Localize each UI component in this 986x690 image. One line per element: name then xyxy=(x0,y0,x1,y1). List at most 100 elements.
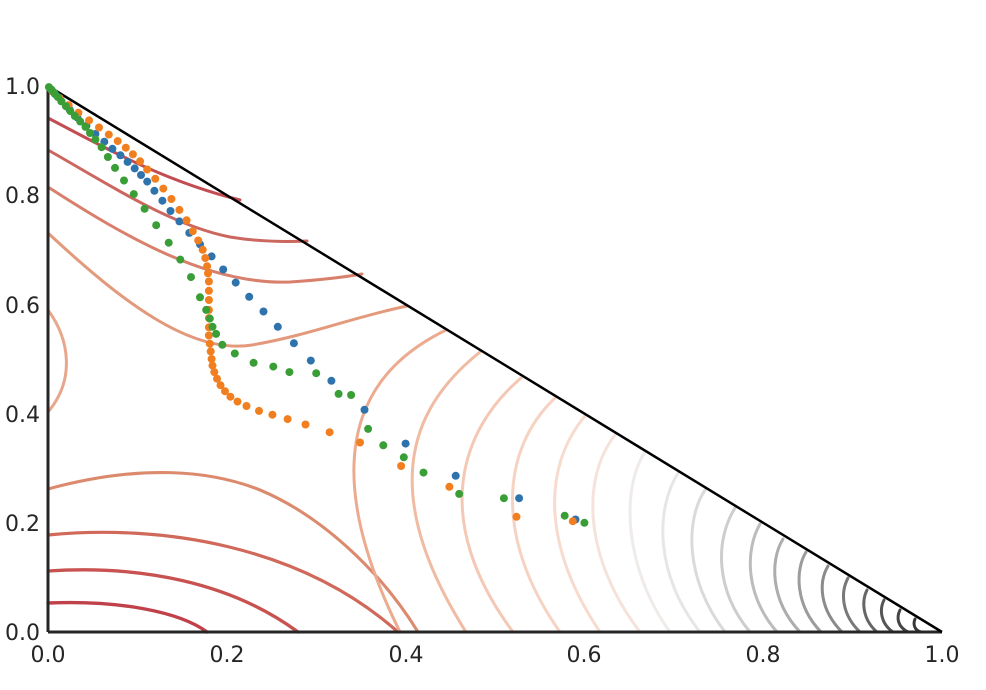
data-point xyxy=(231,278,240,287)
data-point xyxy=(249,358,258,367)
data-point xyxy=(226,392,235,401)
data-point xyxy=(283,415,292,424)
data-point xyxy=(515,494,524,503)
contour-line xyxy=(352,328,448,634)
data-point xyxy=(255,406,263,415)
contour-line xyxy=(773,537,802,634)
contour-lines xyxy=(46,116,923,634)
data-point xyxy=(204,331,213,340)
y-tick-label: 0.8 xyxy=(5,184,40,209)
data-point xyxy=(121,143,130,152)
data-point xyxy=(97,143,106,152)
data-point xyxy=(334,389,343,398)
data-point xyxy=(379,441,388,450)
y-tick-label: 1.0 xyxy=(5,75,40,100)
contour-line xyxy=(896,608,910,634)
data-point xyxy=(207,252,216,261)
data-point xyxy=(143,165,152,174)
data-point xyxy=(136,157,145,166)
data-point xyxy=(401,439,410,448)
data-point xyxy=(201,254,210,262)
data-point xyxy=(205,314,214,323)
data-point xyxy=(312,369,321,378)
y-tick-label: 0.0 xyxy=(5,621,40,646)
y-tick-label: 0.2 xyxy=(5,512,40,537)
data-point xyxy=(120,176,128,185)
data-point xyxy=(499,494,508,503)
data-point xyxy=(164,238,173,247)
data-point xyxy=(116,151,125,160)
series-3 xyxy=(44,83,589,527)
contour-line xyxy=(46,231,409,348)
x-tick-label: 0.0 xyxy=(31,643,66,668)
data-point xyxy=(151,174,160,183)
data-point xyxy=(568,517,577,526)
y-tick-label: 0.4 xyxy=(5,403,40,428)
x-tick-label: 0.8 xyxy=(746,643,781,668)
data-point xyxy=(204,286,213,295)
data-point xyxy=(397,462,406,470)
data-point xyxy=(194,236,203,245)
data-point xyxy=(91,135,100,144)
contour-line xyxy=(46,568,300,634)
contour-line xyxy=(46,470,420,634)
data-point xyxy=(198,245,207,254)
data-point xyxy=(175,205,184,214)
data-point xyxy=(347,391,356,399)
data-point xyxy=(356,438,364,447)
data-point xyxy=(360,405,369,414)
contour-line xyxy=(46,530,400,634)
data-point xyxy=(301,420,310,429)
data-point xyxy=(208,322,217,331)
data-point xyxy=(103,153,112,161)
data-point xyxy=(306,356,315,365)
data-point xyxy=(259,307,268,316)
series-2 xyxy=(48,87,577,526)
data-point xyxy=(218,340,227,349)
data-point xyxy=(445,482,454,491)
data-point xyxy=(580,518,589,527)
contour-line xyxy=(820,564,844,634)
data-point xyxy=(159,184,168,193)
contour-line xyxy=(862,588,879,634)
data-point xyxy=(187,273,195,282)
data-point xyxy=(212,329,221,338)
data-point xyxy=(230,349,239,358)
data-point xyxy=(167,195,176,203)
data-point xyxy=(325,428,334,437)
contour-line xyxy=(661,471,702,634)
data-point xyxy=(419,468,428,477)
data-point xyxy=(113,137,122,146)
data-point xyxy=(150,186,159,195)
data-point xyxy=(108,144,117,153)
contour-line xyxy=(842,576,862,634)
data-point xyxy=(175,217,184,226)
data-point xyxy=(123,157,132,166)
data-point xyxy=(202,305,211,314)
data-point xyxy=(245,292,254,301)
data-point xyxy=(269,362,278,371)
data-point xyxy=(70,112,79,120)
data-point xyxy=(81,122,90,131)
data-point xyxy=(158,196,167,205)
data-point xyxy=(268,410,277,419)
data-point xyxy=(140,204,149,213)
data-point xyxy=(76,117,85,126)
contour-line xyxy=(460,376,523,634)
y-tick-label: 0.6 xyxy=(5,294,40,319)
data-point xyxy=(204,269,212,278)
simplex-hypotenuse xyxy=(47,84,943,634)
data-point xyxy=(221,387,229,396)
data-point xyxy=(219,265,228,274)
contour-line xyxy=(797,550,823,634)
contour-line xyxy=(720,506,752,634)
contour-line xyxy=(46,148,309,244)
x-tick-labels: 0.0 0.2 0.4 0.6 0.8 1.0 xyxy=(31,643,960,668)
data-point xyxy=(208,361,217,370)
contour-line xyxy=(46,116,242,202)
contour-line xyxy=(46,308,68,414)
data-point xyxy=(285,368,294,377)
contour-line xyxy=(410,350,482,634)
data-point xyxy=(216,381,225,390)
